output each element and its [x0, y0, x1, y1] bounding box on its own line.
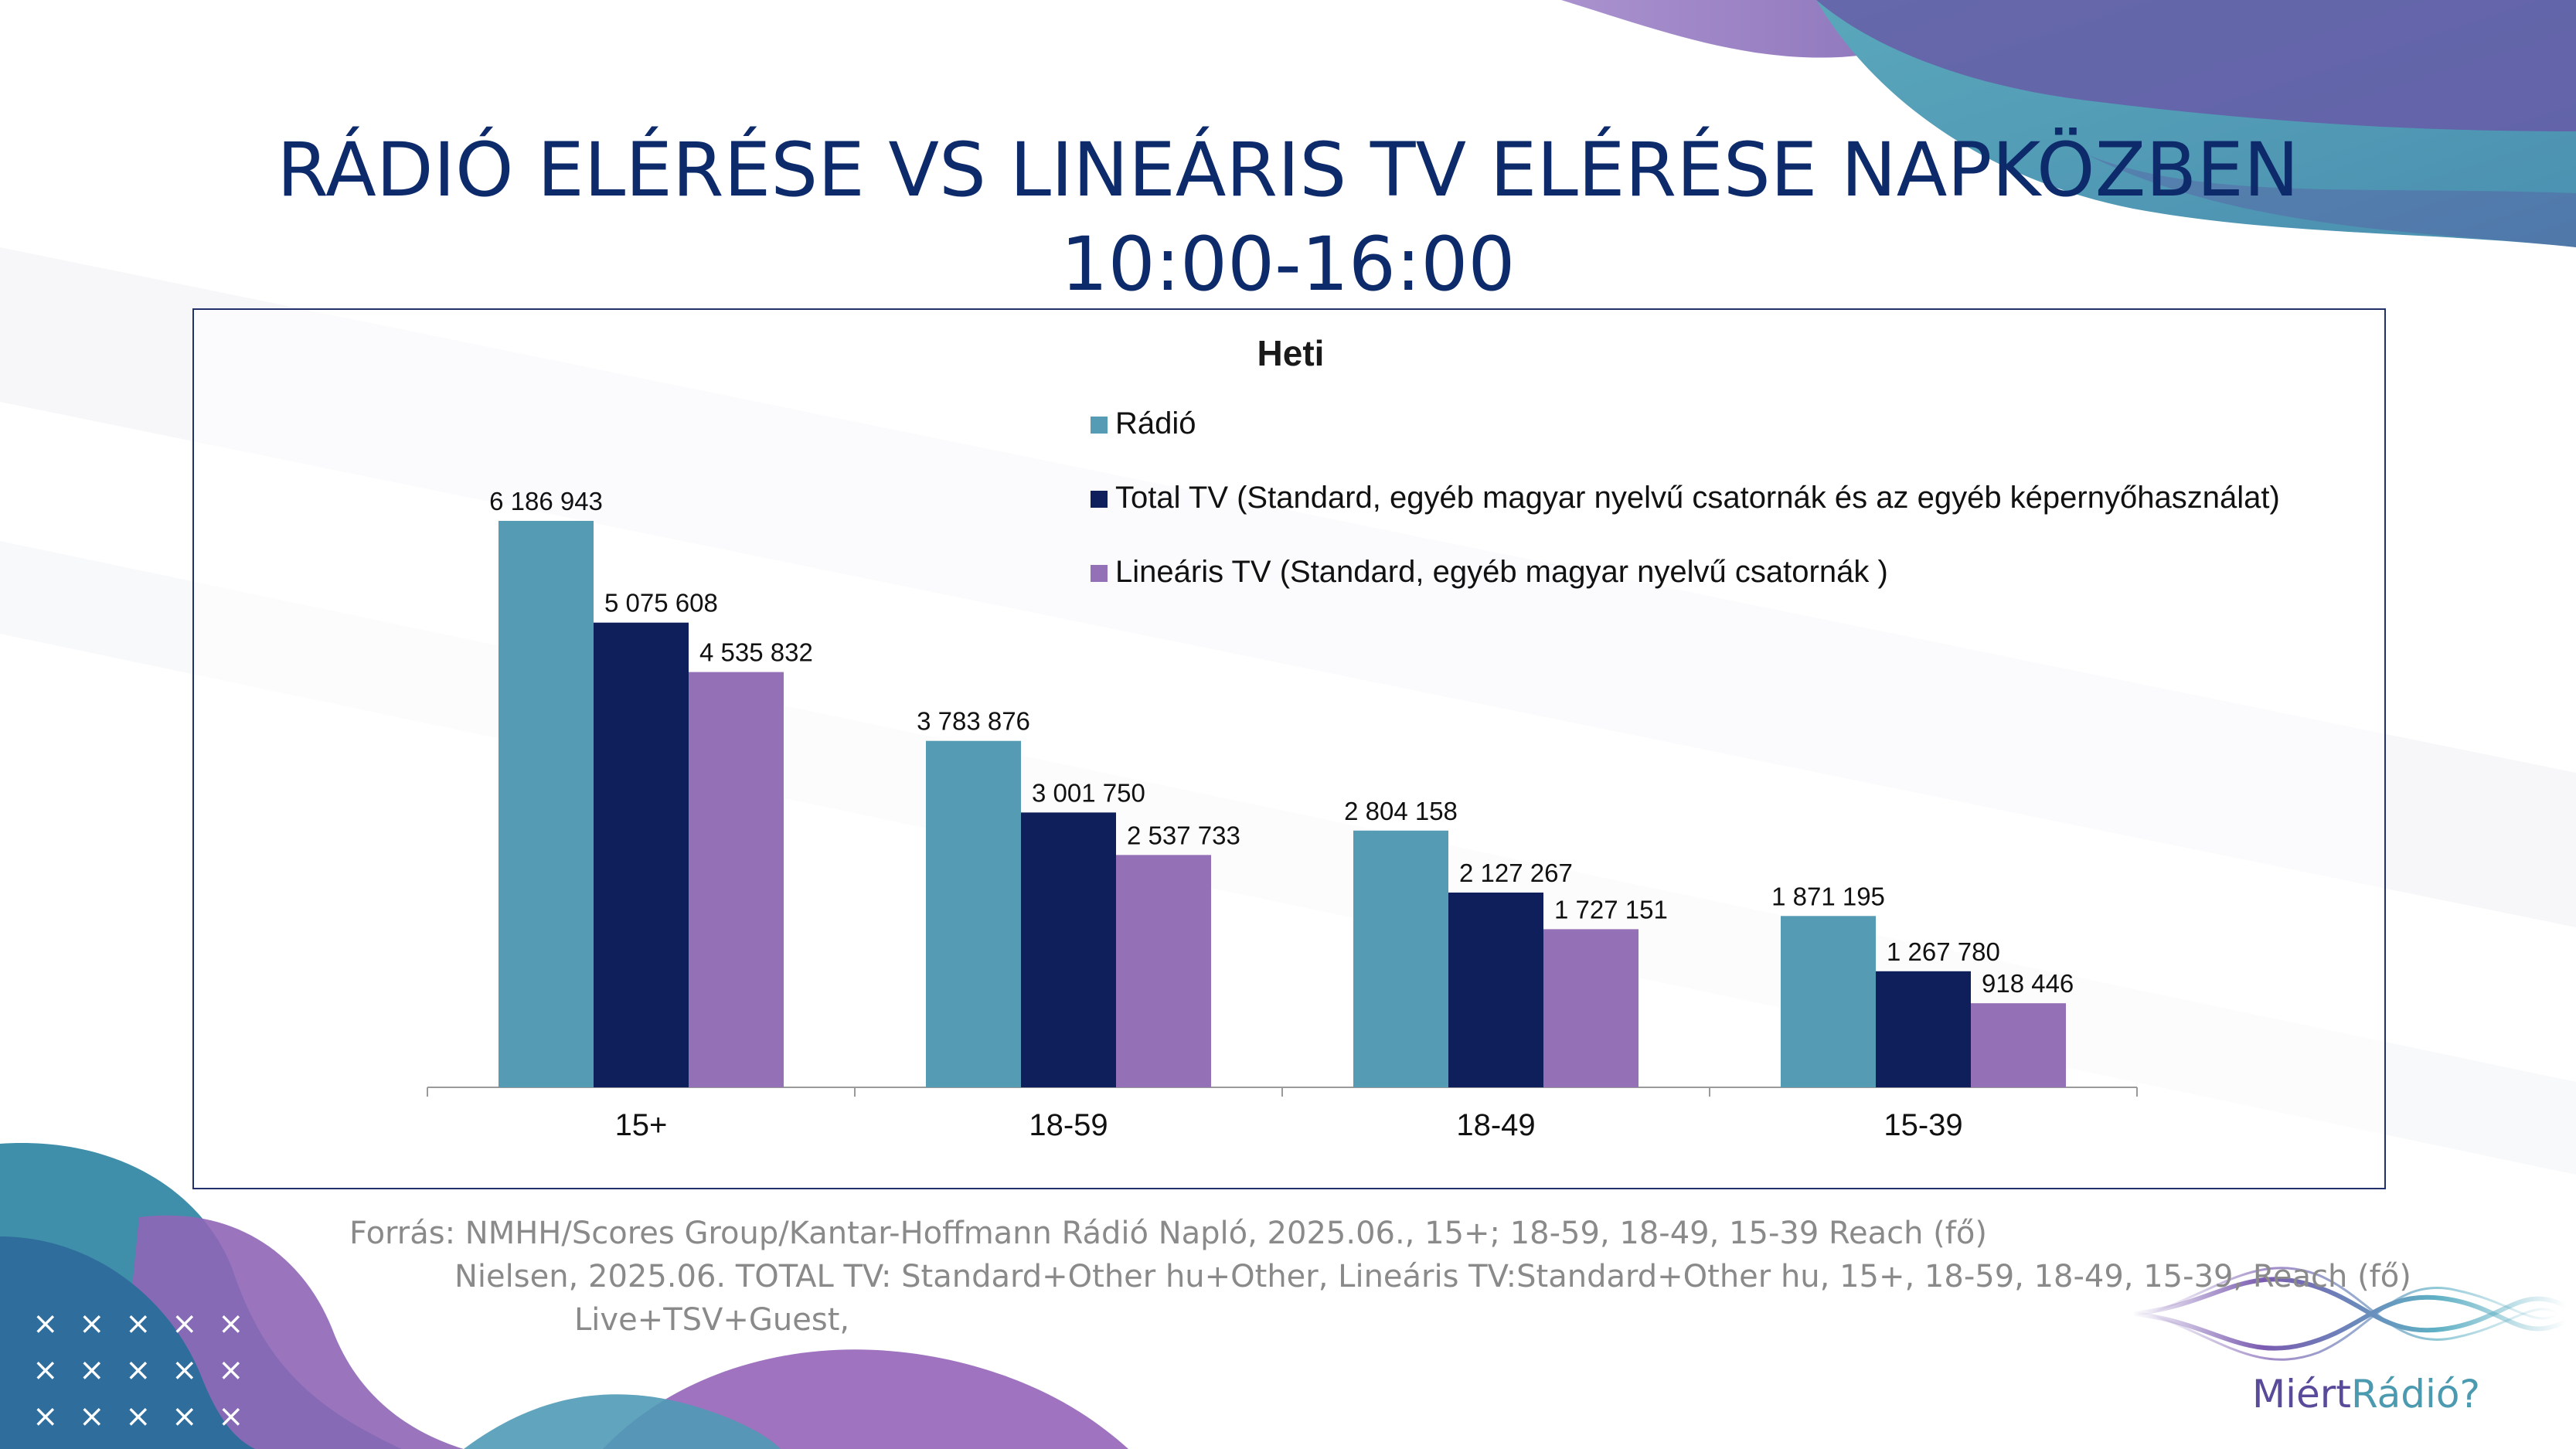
- bar-1-18-59: [926, 740, 1021, 1087]
- x-tick-label: 18-59: [1029, 1108, 1108, 1142]
- bar-3-18-49: [1543, 929, 1638, 1087]
- legend-swatch-3: [1091, 565, 1108, 582]
- data-label: 3 783 876: [917, 707, 1030, 736]
- data-label: 6 186 943: [489, 487, 603, 515]
- data-label: 3 001 750: [1032, 778, 1145, 807]
- bar-1-15+: [499, 521, 594, 1087]
- data-label: 1 871 195: [1771, 882, 1885, 910]
- bar-3-15-39: [1971, 1003, 2066, 1087]
- bar-2-18-49: [1448, 892, 1543, 1087]
- brand-text-miert: Miért: [2252, 1372, 2351, 1417]
- brand-text-radio: Rádió?: [2350, 1372, 2481, 1417]
- legend-label-2: Total TV (Standard, egyéb magyar nyelvű …: [1115, 481, 2280, 515]
- bar-2-15+: [594, 622, 689, 1087]
- data-label: 5 075 608: [604, 589, 718, 617]
- data-label: 4 535 832: [699, 638, 813, 667]
- bar-1-18-49: [1353, 830, 1448, 1087]
- page-title-line1: RÁDIÓ ELÉRÉSE VS LINEÁRIS TV ELÉRÉSE NAP…: [277, 127, 2299, 213]
- bar-2-15-39: [1876, 971, 1971, 1087]
- brand-wave-icon: [2132, 1267, 2567, 1361]
- legend-swatch-2: [1091, 491, 1108, 508]
- legend-label-3: Lineáris TV (Standard, egyéb magyar nyel…: [1115, 555, 1888, 589]
- data-label: 2 127 267: [1459, 859, 1573, 887]
- data-label: 918 446: [1982, 969, 2074, 998]
- x-tick-label: 15+: [615, 1108, 668, 1142]
- x-tick-label: 18-49: [1456, 1108, 1535, 1142]
- bar-chart: Heti 6 186 943 5 075 608 4 535 832 15+ 3 783 …: [427, 333, 2280, 1142]
- legend-label-1: Rádió: [1115, 406, 1196, 440]
- legend-swatch-1: [1091, 417, 1108, 434]
- bar-1-15-39: [1781, 916, 1876, 1087]
- chart-title: Heti: [1257, 333, 1325, 373]
- bar-2-18-59: [1021, 812, 1116, 1087]
- data-label: 2 804 158: [1344, 797, 1458, 825]
- source-line2: Nielsen, 2025.06. TOTAL TV: Standard+Oth…: [454, 1259, 2411, 1294]
- brand-logo: MiértRádió?: [2252, 1372, 2480, 1417]
- data-label: 1 267 780: [1887, 937, 2000, 966]
- chart-frame: Heti 6 186 943 5 075 608 4 535 832 15+ 3 783 …: [192, 308, 2386, 1189]
- x-tick-label: 15-39: [1884, 1108, 1962, 1142]
- data-label: 2 537 733: [1127, 821, 1240, 849]
- bar-3-18-59: [1116, 855, 1211, 1087]
- bar-3-15+: [689, 672, 784, 1087]
- page-title-line2: 10:00-16:00: [1060, 221, 1516, 308]
- data-label: 1 727 151: [1554, 895, 1668, 923]
- source-line1: Forrás: NMHH/Scores Group/Kantar-Hoffman…: [349, 1216, 1987, 1251]
- source-line3: Live+TSV+Guest,: [574, 1302, 850, 1338]
